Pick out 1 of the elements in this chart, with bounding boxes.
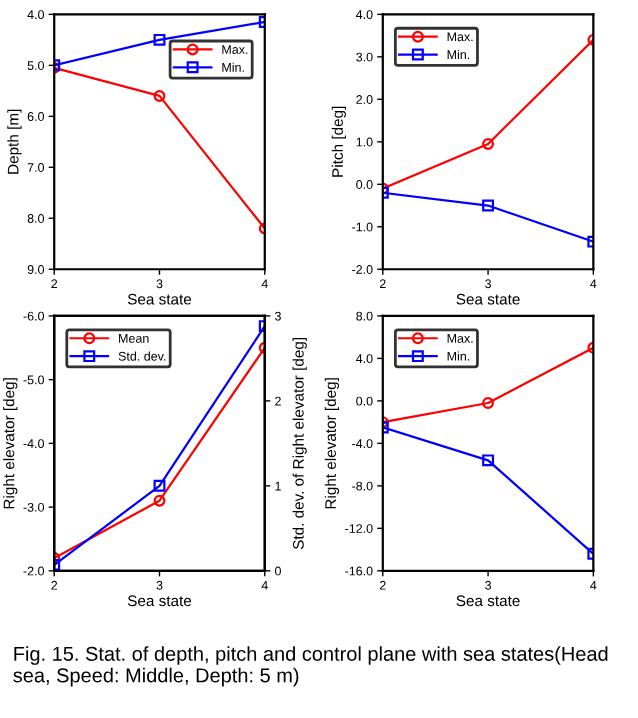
caption: Fig. 15. Stat. of depth, pitch and control plane with sea states(Head sea, Speed: Middle, Depth: 5 m) [13,646,608,687]
